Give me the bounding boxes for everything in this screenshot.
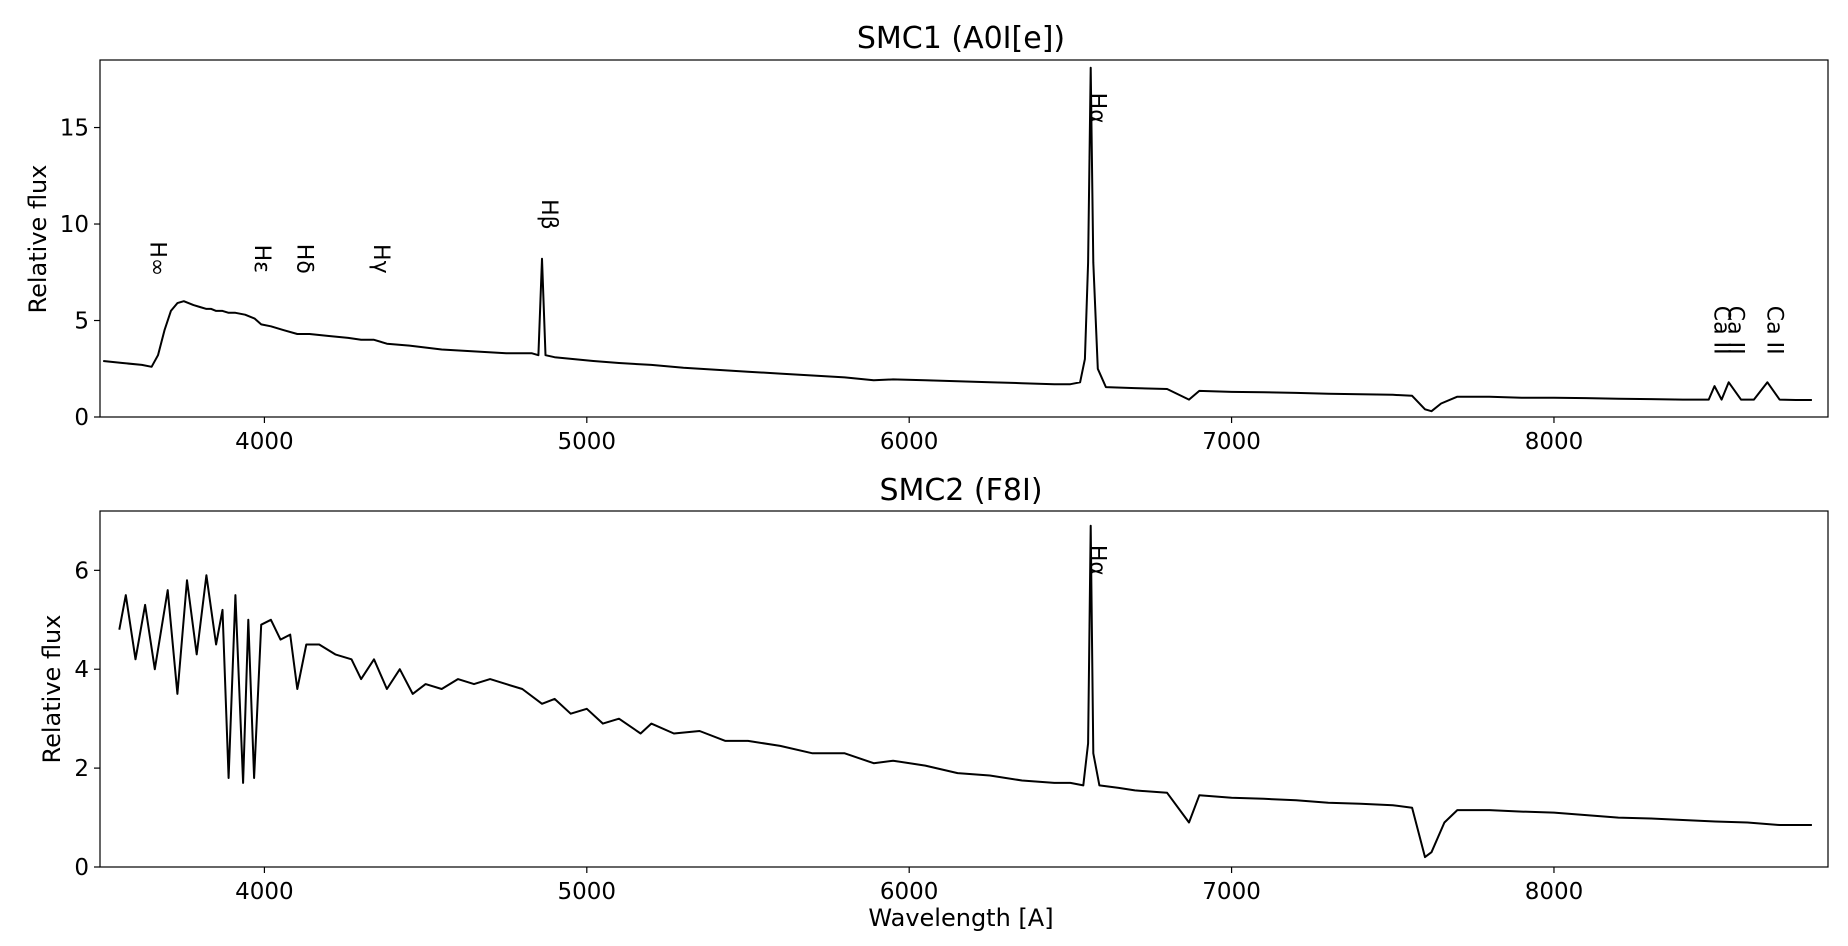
plot-area-smc1: 4000 5000 6000 7000 8000 0 5 10 15 H∞ Hε Hδ Hγ Hβ Hα Ca… (60, 59, 1829, 455)
line-annotation: Ca II (1761, 306, 1786, 355)
x-tick-label: 6000 (880, 429, 939, 455)
x-tick-label: 7000 (1202, 879, 1261, 905)
chart-title-smc2: SMC2 (F8I) (879, 473, 1042, 508)
panel-smc1: SMC1 (A0I[e]) Relative flux 4000 5000 6000… (24, 21, 1829, 455)
x-tick-label: 7000 (1202, 429, 1261, 455)
x-tick-label: 8000 (1525, 879, 1584, 905)
line-annotation: Ca II (1723, 306, 1748, 355)
line-annotation: Hα (1085, 93, 1110, 124)
panel-smc2: SMC2 (F8I) Relative flux 4000 5000 6000 700… (38, 473, 1829, 905)
line-annotation: Hδ (291, 244, 316, 274)
x-tick-label: 5000 (558, 429, 617, 455)
x-tick-label: 8000 (1525, 429, 1584, 455)
x-tick-label: 4000 (235, 879, 294, 905)
plot-area-smc2: 4000 5000 6000 7000 8000 0 2 4 6 Hα (74, 510, 1829, 905)
y-axis-label-smc1: Relative flux (24, 165, 52, 314)
spectrum-line (118, 524, 1812, 859)
y-tick-label: 5 (74, 309, 89, 335)
y-tick-label: 15 (60, 116, 89, 142)
y-tick-label: 4 (74, 657, 89, 683)
axes-frame (99, 59, 1829, 418)
x-tick-label: 4000 (235, 429, 294, 455)
x-tick-label: 5000 (558, 879, 617, 905)
line-annotation: Hβ (536, 199, 561, 230)
x-axis-label: Wavelength [A] (868, 904, 1053, 932)
x-tick-label: 6000 (880, 879, 939, 905)
chart-title-smc1: SMC1 (A0I[e]) (857, 21, 1065, 56)
y-tick-label: 6 (74, 558, 89, 584)
line-annotation: Ca II (1709, 306, 1734, 355)
axes-frame (99, 510, 1829, 868)
y-tick-label: 0 (74, 405, 89, 431)
line-annotation: Hα (1085, 545, 1110, 576)
y-tick-label: 2 (74, 756, 89, 782)
line-annotation: Hγ (368, 244, 393, 274)
y-tick-label: 10 (60, 212, 89, 238)
spectrum-line (103, 66, 1812, 413)
line-annotation: Hε (249, 245, 274, 273)
y-axis-label-smc2: Relative flux (38, 615, 66, 764)
line-annotation: H∞ (145, 241, 170, 276)
y-tick-label: 0 (74, 855, 89, 881)
